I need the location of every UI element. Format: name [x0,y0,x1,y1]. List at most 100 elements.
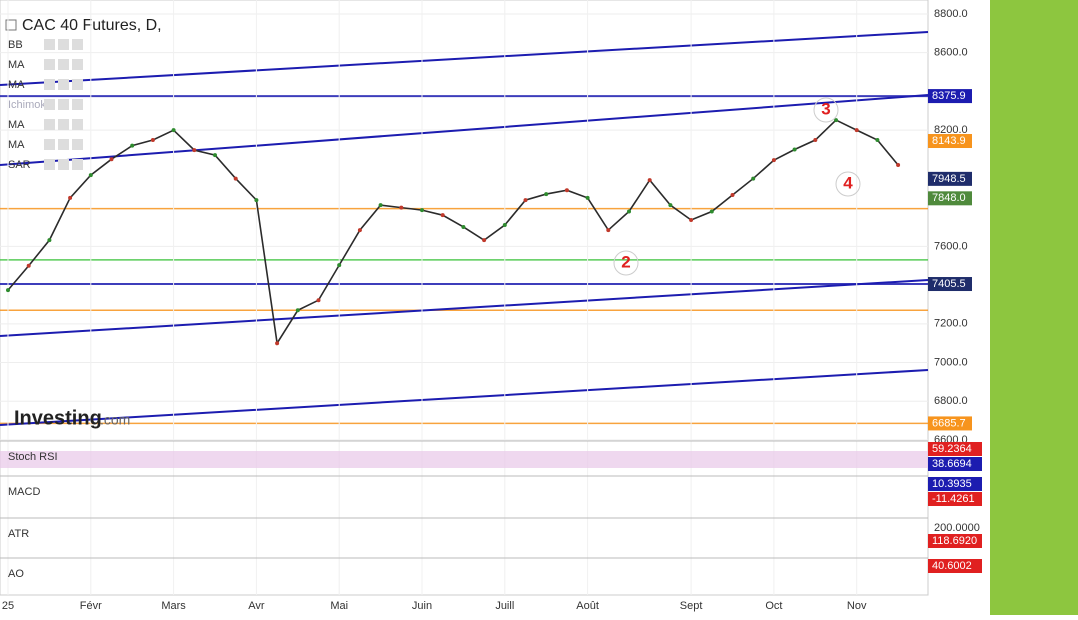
price-point [896,163,901,168]
price-point [482,238,487,243]
price-point [295,308,300,313]
panel-badge-label: 59.2364 [932,443,972,455]
price-badge [928,89,972,104]
indicator-button[interactable] [58,139,69,150]
price-point [109,157,114,162]
price-badge-label: 6685.7 [932,417,966,429]
indicator-button[interactable] [58,39,69,50]
price-point [6,288,10,293]
y-tick-label: 8600.0 [934,47,968,59]
price-point [564,188,569,193]
indicator-button[interactable] [72,119,83,130]
price-point [357,228,362,233]
price-point [461,224,466,229]
price-point [68,195,73,200]
indicator-button[interactable] [72,99,83,110]
price-point [316,298,321,303]
price-point [544,192,549,197]
price-point [378,203,383,208]
plot-frame [0,0,929,596]
price-badge [928,191,972,206]
price-point [627,209,631,214]
indicator-button[interactable] [72,139,83,150]
indicator-button[interactable] [44,79,55,90]
panel-badge-label: 118.6920 [932,535,977,547]
y-tick-label: 8200.0 [934,124,968,136]
indicator-button[interactable] [44,99,55,110]
annotation-ring [835,171,861,197]
indicator-button[interactable] [58,159,69,170]
panel-badge-label: 10.3935 [932,478,972,490]
annotation: 3 [821,99,830,118]
panel-badge [928,457,982,471]
y-tick-label: 7200.0 [934,318,968,330]
price-point [502,223,507,228]
price-badge [928,277,972,292]
watermark-suffix: .com [100,412,130,428]
indicator-label: BB [8,39,23,51]
annotation: 4 [843,173,853,192]
indicator-button[interactable] [72,159,83,170]
panel-badge-label: 40.6002 [932,560,972,572]
indicator-button[interactable] [72,79,83,90]
price-badge-label: 7948.5 [932,173,966,185]
y-tick-label: 7600.0 [934,240,968,252]
panel-band [0,451,928,468]
price-point [751,176,756,181]
price-point [88,173,93,178]
indicator-button[interactable] [58,79,69,90]
price-point [834,118,838,123]
indicator-label: MA [8,79,25,91]
price-badge-label: 8143.9 [932,135,966,147]
x-tick-label: Mai [330,600,348,612]
trend-line [0,94,929,166]
annotation-ring [613,250,639,276]
indicator-button[interactable] [72,39,83,50]
price-point [730,193,735,198]
price-line [7,119,899,346]
x-tick-label: Mars [161,600,186,612]
price-point [192,148,197,153]
chart-title: CAC 40 Futures, D, [22,17,162,34]
price-point [689,218,694,223]
price-badge-label: 7405.5 [932,278,966,290]
price-badge [928,171,972,186]
panel-label: ATR [8,528,29,540]
y-tick-label: 7000.0 [934,356,968,368]
price-badge-label: 7848.0 [932,192,966,204]
panel-label: MACD [8,486,40,498]
price-point [420,208,424,213]
sidebar [990,0,1078,615]
indicator-button[interactable] [58,99,69,110]
price-point [213,153,217,158]
indicator-button[interactable] [44,119,55,130]
indicator-button[interactable] [58,119,69,130]
price-point [523,198,528,203]
price-point [399,205,404,210]
price-point [585,195,590,200]
price-point [26,263,31,268]
indicator-button[interactable] [44,159,55,170]
x-tick-label: Nov [847,600,867,612]
indicator-button[interactable] [58,59,69,70]
x-tick-label: Juin [412,600,432,612]
price-point [130,143,135,148]
x-tick-label: 25 [2,600,14,612]
price-point [233,176,238,181]
indicator-button[interactable] [72,59,83,70]
indicator-button[interactable] [44,59,55,70]
price-point [275,341,280,346]
panel-badge [928,442,982,456]
x-tick-label: Oct [765,600,782,612]
price-point [440,213,445,218]
indicator-label: MA [8,119,25,131]
indicator-button[interactable] [44,139,55,150]
indicator-label: Ichimoku [8,99,52,111]
indicator-button[interactable] [44,39,55,50]
collapse-icon[interactable] [5,19,17,31]
annotation: 2 [621,252,630,271]
price-point [150,138,155,143]
price-point [171,128,176,133]
price-point [606,228,611,233]
